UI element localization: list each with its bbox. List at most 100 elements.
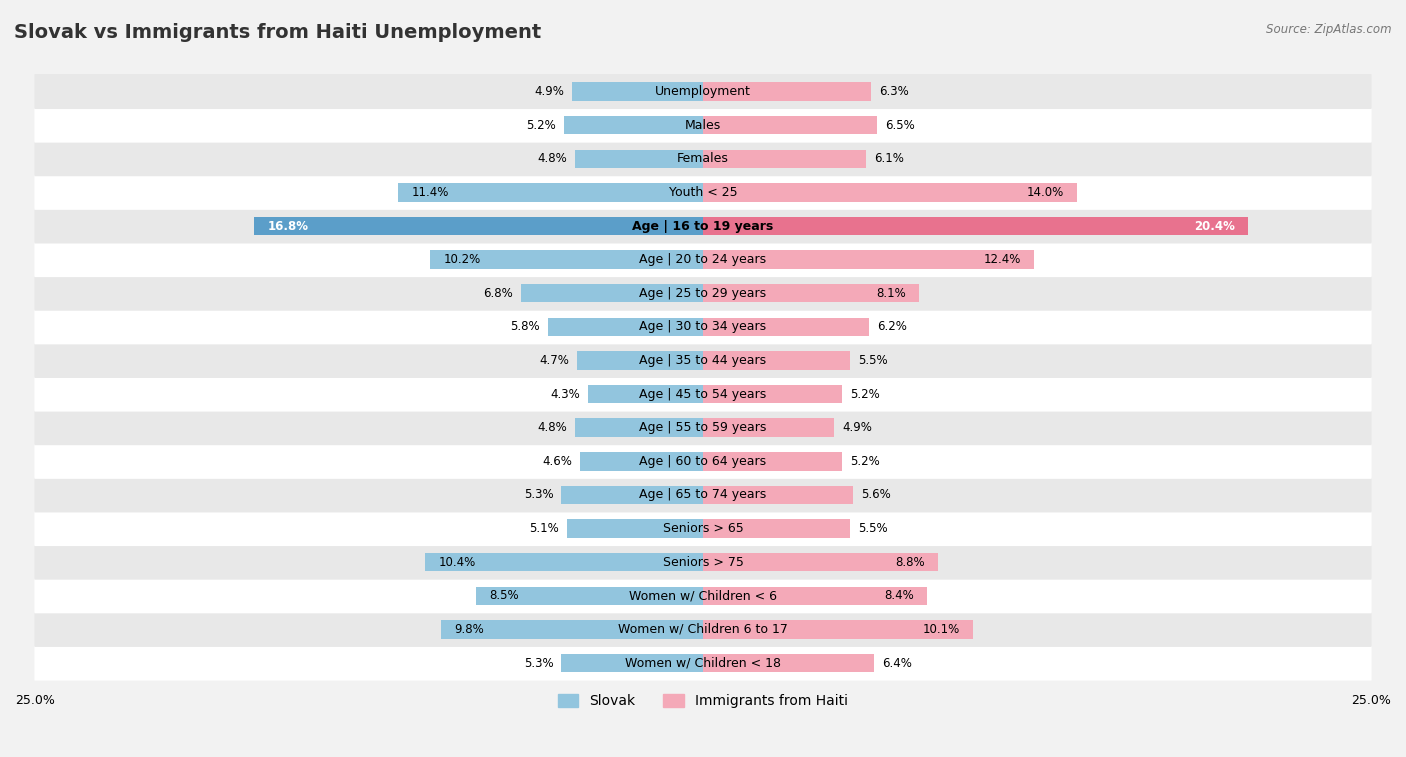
FancyBboxPatch shape	[34, 142, 1372, 176]
Bar	[703, 553, 938, 572]
Bar	[703, 519, 851, 537]
Bar	[564, 116, 703, 135]
Text: 8.5%: 8.5%	[489, 590, 519, 603]
Bar	[703, 116, 877, 135]
Text: 5.2%: 5.2%	[851, 455, 880, 468]
Text: 5.3%: 5.3%	[523, 656, 554, 670]
Bar	[430, 251, 703, 269]
Bar	[561, 486, 703, 504]
Text: 6.1%: 6.1%	[875, 152, 904, 165]
FancyBboxPatch shape	[34, 175, 1372, 210]
Text: 5.5%: 5.5%	[858, 522, 887, 535]
Bar	[703, 217, 1249, 235]
Text: 10.1%: 10.1%	[922, 623, 959, 636]
Bar	[703, 385, 842, 403]
Text: Age | 20 to 24 years: Age | 20 to 24 years	[640, 253, 766, 266]
Text: 5.6%: 5.6%	[860, 488, 890, 501]
Text: 4.6%: 4.6%	[543, 455, 572, 468]
Text: Source: ZipAtlas.com: Source: ZipAtlas.com	[1267, 23, 1392, 36]
FancyBboxPatch shape	[34, 74, 1372, 109]
Bar	[581, 452, 703, 471]
Text: Slovak vs Immigrants from Haiti Unemployment: Slovak vs Immigrants from Haiti Unemploy…	[14, 23, 541, 42]
Bar	[703, 284, 920, 303]
Text: 5.2%: 5.2%	[851, 388, 880, 400]
Text: 4.8%: 4.8%	[537, 152, 567, 165]
Bar	[703, 251, 1035, 269]
Text: 5.8%: 5.8%	[510, 320, 540, 333]
FancyBboxPatch shape	[34, 276, 1372, 310]
Bar	[703, 419, 834, 437]
Text: Seniors > 75: Seniors > 75	[662, 556, 744, 569]
Text: 10.4%: 10.4%	[439, 556, 475, 569]
Bar	[588, 385, 703, 403]
Text: 8.8%: 8.8%	[896, 556, 925, 569]
Text: 20.4%: 20.4%	[1194, 220, 1234, 232]
Bar	[703, 318, 869, 336]
FancyBboxPatch shape	[34, 444, 1372, 479]
FancyBboxPatch shape	[34, 242, 1372, 277]
Text: 14.0%: 14.0%	[1026, 186, 1064, 199]
FancyBboxPatch shape	[34, 310, 1372, 344]
Text: 4.7%: 4.7%	[540, 354, 569, 367]
Bar	[548, 318, 703, 336]
Text: 4.9%: 4.9%	[534, 85, 564, 98]
Bar	[703, 587, 928, 605]
FancyBboxPatch shape	[34, 545, 1372, 580]
Bar	[522, 284, 703, 303]
Text: 6.3%: 6.3%	[879, 85, 910, 98]
Text: Age | 35 to 44 years: Age | 35 to 44 years	[640, 354, 766, 367]
Bar	[703, 654, 875, 672]
Text: 4.3%: 4.3%	[550, 388, 581, 400]
Text: Seniors > 65: Seniors > 65	[662, 522, 744, 535]
FancyBboxPatch shape	[34, 107, 1372, 142]
FancyBboxPatch shape	[34, 612, 1372, 647]
Bar	[703, 150, 866, 168]
FancyBboxPatch shape	[34, 377, 1372, 412]
Text: Age | 45 to 54 years: Age | 45 to 54 years	[640, 388, 766, 400]
FancyBboxPatch shape	[34, 646, 1372, 681]
FancyBboxPatch shape	[34, 343, 1372, 378]
FancyBboxPatch shape	[34, 208, 1372, 244]
Bar	[398, 183, 703, 201]
Text: 5.5%: 5.5%	[858, 354, 887, 367]
Text: 6.8%: 6.8%	[484, 287, 513, 300]
Bar	[575, 150, 703, 168]
Bar	[567, 519, 703, 537]
Text: 4.9%: 4.9%	[842, 421, 872, 435]
Bar	[561, 654, 703, 672]
Legend: Slovak, Immigrants from Haiti: Slovak, Immigrants from Haiti	[553, 689, 853, 714]
Text: 5.1%: 5.1%	[529, 522, 558, 535]
FancyBboxPatch shape	[34, 511, 1372, 546]
Text: Unemployment: Unemployment	[655, 85, 751, 98]
Text: Age | 16 to 19 years: Age | 16 to 19 years	[633, 220, 773, 232]
Text: Age | 65 to 74 years: Age | 65 to 74 years	[640, 488, 766, 501]
Text: Females: Females	[678, 152, 728, 165]
Text: Youth < 25: Youth < 25	[669, 186, 737, 199]
Bar	[703, 486, 852, 504]
Text: Women w/ Children 6 to 17: Women w/ Children 6 to 17	[619, 623, 787, 636]
Bar	[578, 351, 703, 369]
Bar	[425, 553, 703, 572]
Bar	[703, 83, 872, 101]
Bar	[441, 620, 703, 639]
Bar	[703, 620, 973, 639]
Text: 5.2%: 5.2%	[526, 119, 555, 132]
Text: 9.8%: 9.8%	[454, 623, 484, 636]
Text: Women w/ Children < 18: Women w/ Children < 18	[626, 656, 780, 670]
Bar	[475, 587, 703, 605]
Text: 8.4%: 8.4%	[884, 590, 914, 603]
Text: 6.5%: 6.5%	[884, 119, 914, 132]
Text: 11.4%: 11.4%	[412, 186, 449, 199]
Bar	[575, 419, 703, 437]
Text: 6.2%: 6.2%	[877, 320, 907, 333]
Text: 16.8%: 16.8%	[267, 220, 308, 232]
FancyBboxPatch shape	[34, 578, 1372, 613]
Text: Age | 25 to 29 years: Age | 25 to 29 years	[640, 287, 766, 300]
Text: Age | 30 to 34 years: Age | 30 to 34 years	[640, 320, 766, 333]
Bar	[703, 183, 1077, 201]
Text: Males: Males	[685, 119, 721, 132]
Text: 5.3%: 5.3%	[523, 488, 554, 501]
Text: 10.2%: 10.2%	[444, 253, 481, 266]
Text: 8.1%: 8.1%	[876, 287, 905, 300]
FancyBboxPatch shape	[34, 410, 1372, 445]
